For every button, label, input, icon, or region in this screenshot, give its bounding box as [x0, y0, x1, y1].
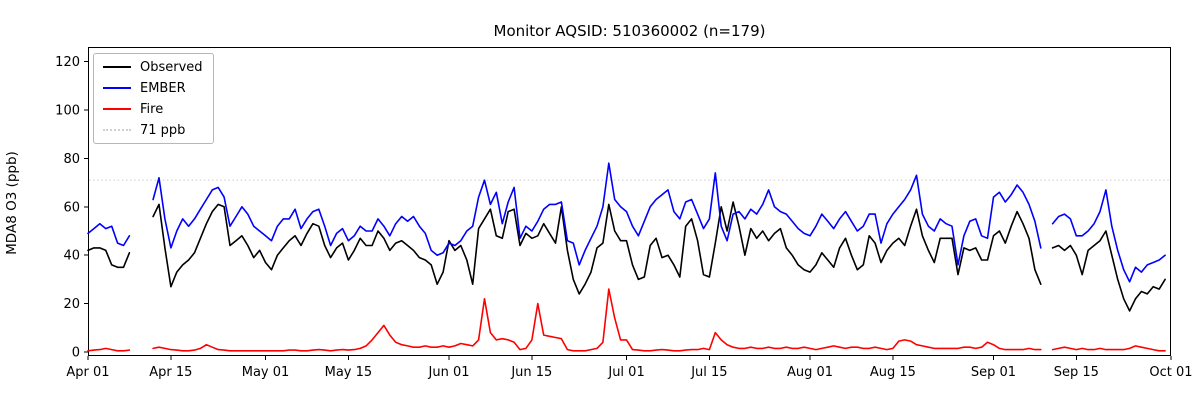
series-line-observed	[87, 247, 131, 269]
series-line-ember	[152, 162, 1042, 266]
series-line-fire	[87, 347, 131, 352]
chart-title: Monitor AQSID: 510360002 (n=179)	[493, 22, 766, 40]
series-line-ember	[1051, 189, 1166, 283]
legend-item-observed: Observed	[103, 59, 203, 75]
series-line-observed	[152, 201, 1042, 295]
legend-label: Observed	[140, 59, 203, 75]
legend-swatch	[103, 129, 131, 131]
series-line-fire	[1051, 345, 1166, 352]
legend-label: Fire	[140, 101, 164, 117]
x-tick-label: Sep 01	[971, 365, 1016, 380]
x-tick-label: Jun 15	[510, 365, 552, 380]
x-tick-label: Jul 01	[607, 365, 644, 380]
legend-item-ember: EMBER	[103, 80, 203, 96]
y-tick-label: 60	[63, 200, 80, 215]
legend-swatch	[103, 66, 131, 68]
x-tick-label: May 01	[242, 365, 290, 380]
y-axis-label: MDA8 O3 (ppb)	[4, 151, 20, 255]
y-tick-label: 0	[72, 346, 80, 361]
legend-label: 71 ppb	[140, 122, 186, 138]
legend: Observed EMBER Fire 71 ppb	[93, 53, 214, 144]
x-tick-label: Apr 15	[149, 365, 192, 380]
series-line-observed	[1051, 230, 1166, 312]
y-tick-label: 120	[55, 55, 80, 70]
plot-frame	[88, 47, 1171, 356]
x-tick-label: Apr 01	[66, 365, 109, 380]
x-tick-label: Jul 15	[690, 365, 727, 380]
legend-swatch	[103, 108, 131, 110]
series-line-fire	[152, 288, 1042, 352]
legend-label: EMBER	[140, 80, 186, 96]
series-line-ember	[87, 222, 131, 247]
y-tick-label: 40	[63, 249, 80, 264]
y-tick-label: 100	[55, 104, 80, 119]
x-tick-label: Oct 01	[1149, 365, 1192, 380]
x-tick-label: Aug 15	[870, 365, 916, 380]
y-tick-label: 80	[63, 152, 80, 167]
x-tick-label: Sep 15	[1054, 365, 1099, 380]
legend-item-fire: Fire	[103, 101, 203, 117]
x-tick-label: Jun 01	[428, 365, 470, 380]
y-tick-label: 20	[63, 297, 80, 312]
x-tick-label: May 15	[325, 365, 373, 380]
legend-item-71-ppb: 71 ppb	[103, 122, 203, 138]
legend-swatch	[103, 87, 131, 89]
x-tick-label: Aug 01	[787, 365, 833, 380]
